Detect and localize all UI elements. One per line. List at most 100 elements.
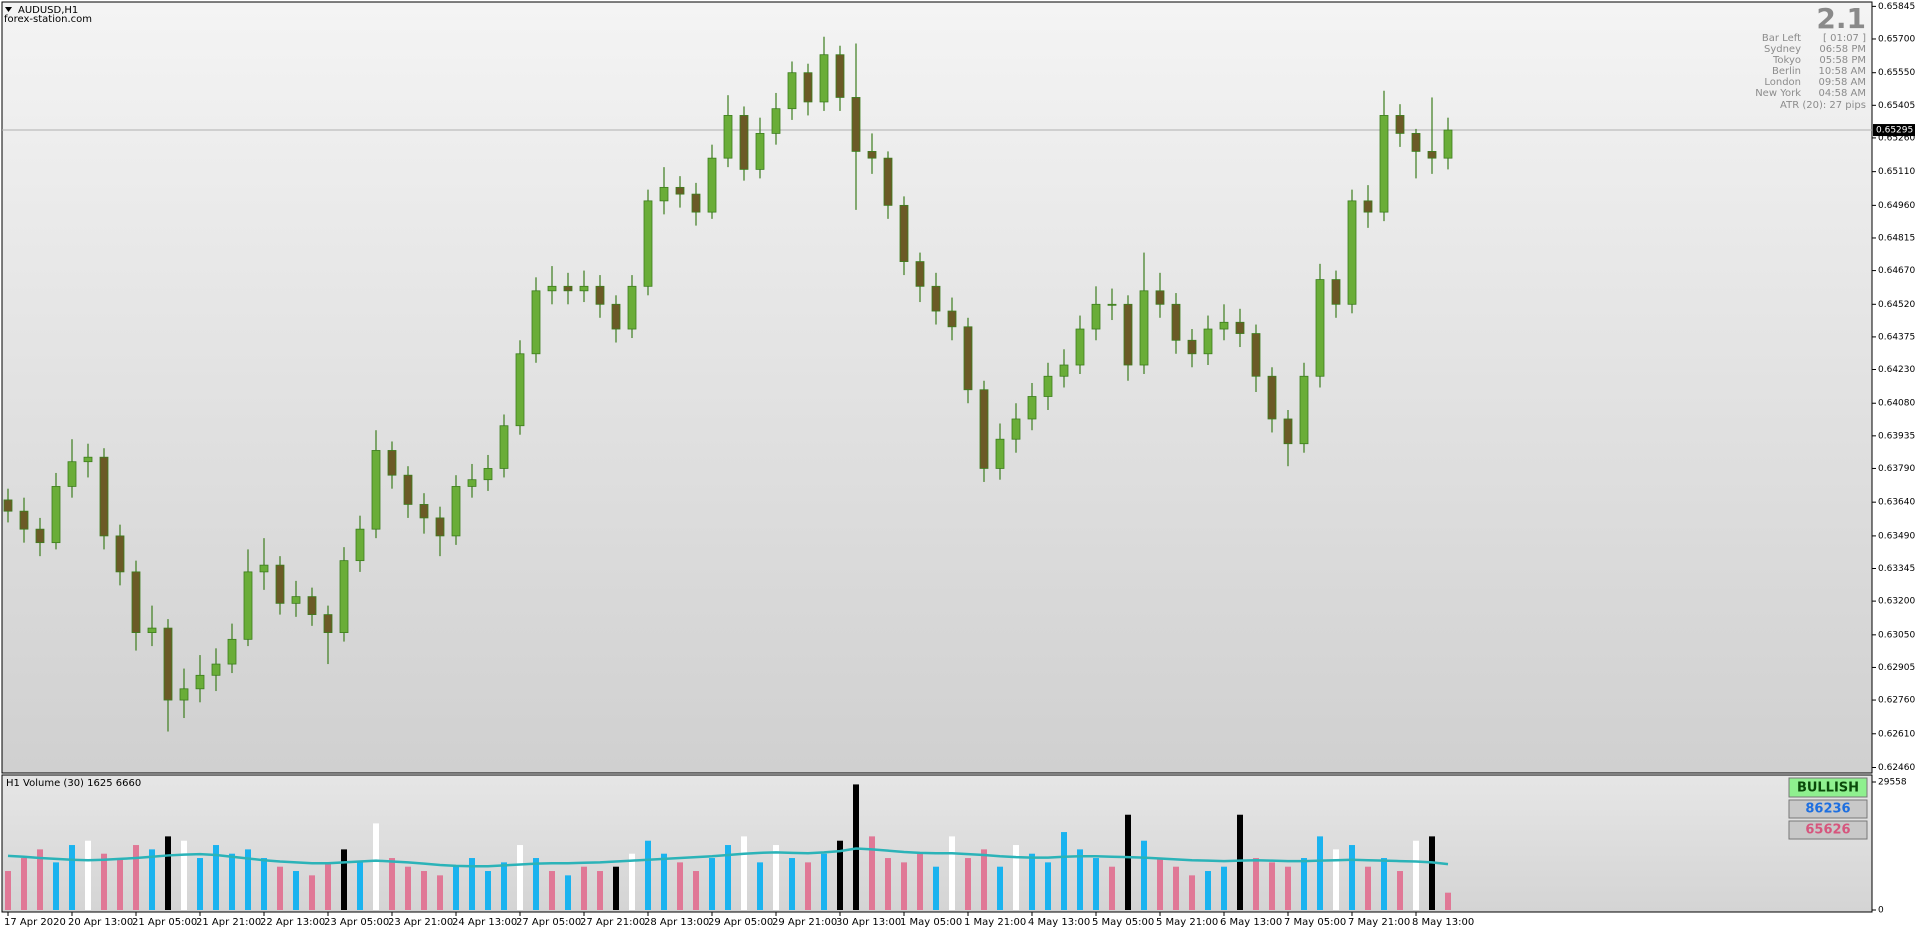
candle-body xyxy=(275,564,285,604)
info-value: 06:58 PM xyxy=(1819,44,1866,55)
volume-bar xyxy=(853,784,859,910)
volume-bar xyxy=(629,853,635,910)
menu-arrow xyxy=(5,7,12,12)
candle-body xyxy=(1187,339,1197,355)
x-tick-label: 7 May 21:00 xyxy=(1348,917,1410,928)
candle-body xyxy=(1043,375,1053,397)
volume-average xyxy=(7,847,1449,868)
candle-body xyxy=(659,186,669,202)
y-tick-label: 0.65260 xyxy=(1878,133,1915,143)
candle-body xyxy=(435,517,445,537)
candle-body xyxy=(403,474,413,505)
candle-body xyxy=(1059,364,1069,377)
candle-body xyxy=(1027,396,1037,420)
y-tick-label: 0.62760 xyxy=(1878,696,1915,706)
candle-body xyxy=(371,450,381,530)
candle-body xyxy=(803,72,813,103)
candle-body xyxy=(1315,279,1325,377)
volume-bar xyxy=(453,866,459,910)
candle-body xyxy=(643,200,653,287)
info-value: 05:58 PM xyxy=(1819,55,1866,66)
candle-body xyxy=(595,285,605,305)
candle-body xyxy=(387,450,397,476)
info-label: Sydney xyxy=(1764,44,1801,55)
volume-bar xyxy=(197,858,203,910)
candle-body xyxy=(1347,200,1357,305)
volume-bar xyxy=(37,849,43,910)
volume-bar xyxy=(261,858,267,910)
candle-body xyxy=(131,571,141,633)
x-tick-label: 17 Apr 2020 xyxy=(4,917,66,928)
info-panel: 2.1 Bar Left [ 01:07 ] Sydney 06:58 PM Tokyo… xyxy=(1755,2,1866,111)
x-tick-label: 23 Apr 21:00 xyxy=(388,917,453,928)
volume-title: H1 Volume (30) 1625 6660 xyxy=(6,778,141,789)
y-tick-label: 0.62610 xyxy=(1878,729,1915,739)
volume-bar xyxy=(741,836,747,910)
y-tick-label: 0.65550 xyxy=(1878,68,1915,78)
candle-body xyxy=(419,504,429,519)
candle-body xyxy=(99,456,109,537)
volume-bar xyxy=(53,862,59,910)
candle-body xyxy=(883,157,893,206)
bull-box xyxy=(1788,799,1868,819)
info-label: Bar Left xyxy=(1762,33,1801,44)
volume-bar xyxy=(1317,836,1323,910)
candle-body xyxy=(195,674,205,690)
candle-body xyxy=(627,285,637,330)
candle-body xyxy=(1235,321,1245,334)
watermark: forex-station.com xyxy=(4,14,92,25)
y-tick-label: 0.64670 xyxy=(1878,266,1915,276)
y-tick-label: 0.63200 xyxy=(1878,597,1915,607)
candle-body xyxy=(1379,115,1389,213)
volume-bar xyxy=(517,845,523,910)
candle-body xyxy=(771,108,781,134)
info-label: Berlin xyxy=(1772,66,1801,77)
candle-body xyxy=(547,285,557,292)
candle-body xyxy=(995,438,1005,469)
volume-bar xyxy=(789,858,795,910)
volume-bar xyxy=(709,858,715,910)
volume-bar xyxy=(373,823,379,910)
volume-bar xyxy=(1045,862,1051,910)
volume-bar xyxy=(1173,866,1179,910)
volume-bar xyxy=(69,845,75,910)
volume-bar xyxy=(245,849,251,910)
candle-body xyxy=(451,486,461,537)
candle-body xyxy=(1299,375,1309,445)
volume-bar xyxy=(693,871,699,910)
x-tick-label: 24 Apr 13:00 xyxy=(452,917,517,928)
volume-bar xyxy=(549,871,555,910)
volume-bar xyxy=(1061,832,1067,910)
volume-bar xyxy=(1141,840,1147,910)
volume-bar xyxy=(117,858,123,910)
y-tick-label: 0.64960 xyxy=(1878,201,1915,211)
candle-body xyxy=(739,115,749,170)
x-tick-label: 5 May 21:00 xyxy=(1156,917,1218,928)
volume-bar xyxy=(357,862,363,910)
candle-body xyxy=(707,157,717,213)
candle-body xyxy=(323,614,333,633)
candle-body xyxy=(291,596,301,604)
volume-bar xyxy=(1109,866,1115,910)
candle-body xyxy=(339,560,349,633)
volume-bar xyxy=(1253,858,1259,910)
volume-bar xyxy=(341,849,347,910)
volume-bar xyxy=(757,862,763,910)
candle-body xyxy=(147,627,157,633)
y-tick-label: 0.62460 xyxy=(1878,763,1915,773)
x-tick-label: 7 May 05:00 xyxy=(1284,917,1346,928)
candle-body xyxy=(915,261,925,287)
volume-bar xyxy=(1429,836,1435,910)
candle-body xyxy=(1139,290,1149,366)
candle-body xyxy=(1251,333,1261,377)
y-tick-label: 0.64375 xyxy=(1878,332,1915,342)
candle-body xyxy=(787,72,797,110)
volume-bar xyxy=(1029,853,1035,910)
candle-body xyxy=(819,54,829,103)
candle-body xyxy=(1091,303,1101,330)
volume-bar xyxy=(901,862,907,910)
candle-body xyxy=(723,115,733,159)
y-tick-label: 29558 xyxy=(1878,778,1907,788)
current-price-label: 0.65295 xyxy=(1876,126,1913,136)
volume-bar xyxy=(277,866,283,910)
